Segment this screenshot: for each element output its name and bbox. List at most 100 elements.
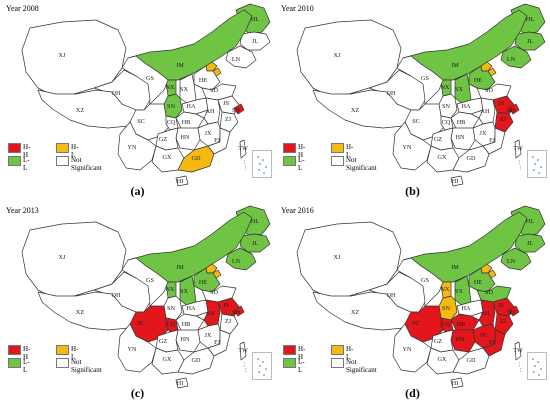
province-label-gs: GS — [421, 75, 429, 82]
province-nx — [440, 281, 452, 299]
province-label-gz: GZ — [159, 136, 167, 143]
legend-swatch-not-significant — [56, 156, 69, 166]
province-yn — [392, 121, 432, 171]
province-label-gx: GX — [438, 356, 447, 363]
province-label-nx: NX — [166, 84, 175, 91]
province-label-gd: GD — [192, 357, 201, 364]
province-label-tw: TW — [238, 347, 248, 354]
province-label-sd: SD — [485, 87, 493, 94]
province-label-hn: HN — [181, 336, 190, 343]
province-ln — [225, 247, 257, 271]
province-label-zj: ZJ — [225, 116, 232, 123]
province-tw — [239, 341, 247, 361]
legend-swatch-h-l — [56, 345, 69, 355]
legend-label-not-significant: Not Significant — [346, 156, 377, 172]
legend-label-l-l: L-L — [23, 156, 30, 172]
coastline-dash — [518, 159, 522, 171]
province-label-tw: TW — [513, 145, 523, 152]
province-label-xz: XZ — [76, 309, 84, 316]
province-label-yn: YN — [128, 144, 137, 151]
province-label-js: JS — [498, 302, 504, 309]
legend-swatch-l-l — [283, 358, 296, 368]
province-hi — [450, 377, 464, 389]
province-label-qh: QH — [387, 90, 396, 97]
province-label-hl: HL — [526, 218, 534, 225]
province-label-ah: AH — [206, 310, 215, 317]
south-china-sea-inset — [252, 150, 272, 178]
province-label-sh: SH — [507, 107, 515, 114]
legend-label-l-l: L-L — [298, 156, 305, 172]
province-yn — [117, 323, 157, 373]
island-dot — [540, 166, 542, 168]
province-jl — [239, 233, 271, 253]
province-label-sc: SC — [412, 118, 420, 125]
province-label-cq: CQ — [442, 321, 451, 328]
province-label-gs: GS — [146, 75, 154, 82]
island-dot — [257, 358, 259, 360]
legend-label-h-h: H-H — [23, 143, 31, 159]
province-nx — [165, 79, 177, 97]
province-zj — [219, 111, 239, 133]
province-sh — [233, 305, 245, 317]
island-dot — [262, 159, 264, 161]
south-china-sea-inset — [527, 352, 547, 380]
province-label-yn: YN — [403, 144, 412, 151]
province-label-nx: NX — [441, 286, 450, 293]
province-he — [468, 267, 496, 293]
province-label-gd: GD — [467, 155, 476, 162]
island-dot — [259, 365, 261, 367]
province-label-gd: GD — [467, 357, 476, 364]
panel-caption: (a) — [130, 184, 145, 198]
province-label-hi: HI — [177, 380, 184, 387]
year-label: Year 2013 — [6, 206, 39, 215]
legend-swatch-not-significant — [56, 358, 69, 368]
province-label-hb: HB — [457, 119, 466, 126]
province-xj — [21, 221, 127, 299]
province-label-hb: HB — [182, 321, 191, 328]
province-label-gx: GX — [438, 154, 447, 161]
province-label-im: IM — [451, 264, 459, 271]
province-gd — [177, 145, 215, 173]
province-label-gs: GS — [146, 277, 154, 284]
legend-label-not-significant: Not Significant — [71, 156, 102, 172]
panel-caption: (c) — [130, 386, 145, 400]
province-label-hn: HN — [456, 336, 465, 343]
legend-swatch-l-l — [283, 156, 296, 166]
legend-swatch-not-significant — [331, 358, 344, 368]
province-tw — [239, 139, 247, 159]
province-label-nx: NX — [166, 286, 175, 293]
province-xj — [296, 221, 402, 299]
map-panel-3: HL JL LN IM HE SD SX SN NX GS QH XJ XZ SC CQ HA HB AH JS SH… — [0, 202, 275, 404]
province-sh — [508, 305, 520, 317]
island-dot — [258, 169, 260, 171]
island-dot — [263, 172, 265, 174]
province-label-jl: JL — [527, 240, 533, 247]
province-label-hl: HL — [251, 16, 259, 23]
province-ln — [500, 247, 532, 271]
province-label-fj: FJ — [214, 339, 220, 346]
province-xj — [21, 19, 127, 97]
legend-swatch-h-h — [8, 143, 21, 153]
province-label-hl: HL — [251, 218, 259, 225]
province-sh — [508, 103, 520, 115]
province-label-hn: HN — [181, 134, 190, 141]
province-hi — [450, 175, 464, 187]
province-label-zj: ZJ — [500, 116, 507, 123]
province-label-jl: JL — [252, 38, 258, 45]
province-label-ha: HA — [187, 305, 196, 312]
province-label-yn: YN — [128, 346, 137, 353]
province-label-jx: JX — [480, 332, 487, 339]
province-label-sn: SN — [442, 103, 450, 110]
province-label-sd: SD — [485, 289, 493, 296]
province-label-he: HE — [474, 279, 482, 286]
province-label-gs: GS — [421, 277, 429, 284]
year-label: Year 2016 — [281, 206, 314, 215]
province-label-he: HE — [199, 279, 207, 286]
province-label-gz: GZ — [434, 136, 442, 143]
province-label-sx: SX — [455, 86, 463, 93]
province-label-hi: HI — [177, 178, 184, 185]
coastline-dash — [518, 361, 522, 373]
